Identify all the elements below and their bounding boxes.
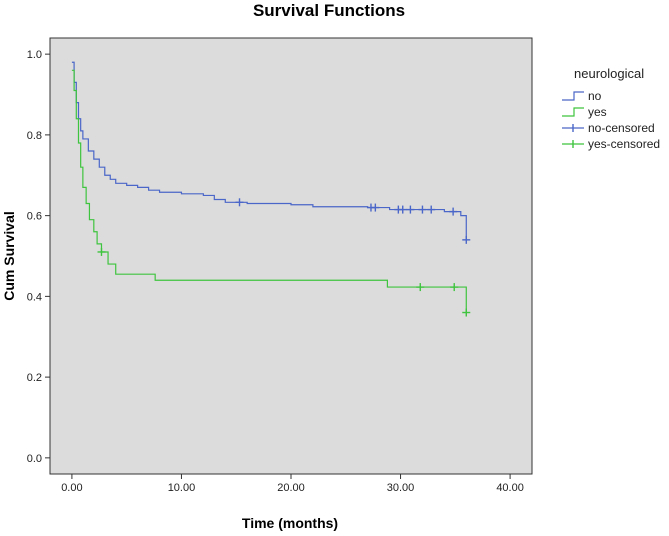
censor-mark-no bbox=[398, 205, 407, 214]
censor-mark-no bbox=[371, 203, 380, 212]
censor-mark-no bbox=[427, 205, 436, 214]
censor-mark-no bbox=[418, 205, 427, 214]
legend-label-no: no bbox=[588, 89, 602, 103]
chart-title: Survival Functions bbox=[253, 1, 405, 20]
x-tick-label: 10.00 bbox=[168, 482, 196, 494]
x-tick-label: 0.00 bbox=[61, 482, 82, 494]
x-tick-label: 40.00 bbox=[496, 482, 524, 494]
censor-mark-yes bbox=[450, 283, 459, 292]
series-layer bbox=[71, 61, 471, 317]
x-tick-label: 30.00 bbox=[387, 482, 415, 494]
y-tick-label: 0.6 bbox=[27, 211, 42, 223]
legend-item: no-censored bbox=[562, 121, 655, 135]
legend-title: neurological bbox=[574, 66, 644, 81]
censor-mark-yes bbox=[416, 283, 425, 292]
x-tick-label: 20.00 bbox=[277, 482, 305, 494]
y-tick-label: 0.8 bbox=[27, 130, 42, 142]
censor-mark-yes bbox=[97, 247, 106, 256]
x-axis-title: Time (months) bbox=[242, 515, 338, 531]
y-tick-label: 0.4 bbox=[27, 291, 42, 303]
legend-label-yes: yes bbox=[588, 105, 607, 119]
legend: neurological no yes no-censored yes-censore… bbox=[562, 66, 660, 151]
censor-mark-no bbox=[449, 207, 458, 216]
legend-label-no-censored: no-censored bbox=[588, 121, 655, 135]
series-line-yes bbox=[71, 69, 467, 313]
series-line-no bbox=[71, 61, 467, 240]
legend-item: no bbox=[562, 89, 602, 103]
y-tick-label: 0.0 bbox=[27, 453, 42, 465]
legend-item: yes-censored bbox=[562, 137, 660, 151]
y-tick-label: 1.0 bbox=[27, 49, 42, 61]
legend-label-yes-censored: yes-censored bbox=[588, 137, 660, 151]
censor-mark-no bbox=[462, 235, 471, 244]
censor-mark-yes bbox=[462, 308, 471, 317]
y-tick-label: 0.2 bbox=[27, 372, 42, 384]
legend-item: yes bbox=[562, 105, 607, 119]
plot-area bbox=[49, 37, 533, 475]
legend-swatch-no bbox=[562, 91, 584, 101]
axes: 0.00 10.00 20.00 30.00 40.00 0.0 0.2 0.4 0.6 0.8 1… bbox=[27, 49, 524, 494]
censor-mark-no bbox=[406, 205, 415, 214]
y-axis-title: Cum Survival bbox=[1, 211, 17, 300]
legend-swatch-yes bbox=[562, 107, 584, 117]
censor-mark-no bbox=[235, 198, 244, 207]
